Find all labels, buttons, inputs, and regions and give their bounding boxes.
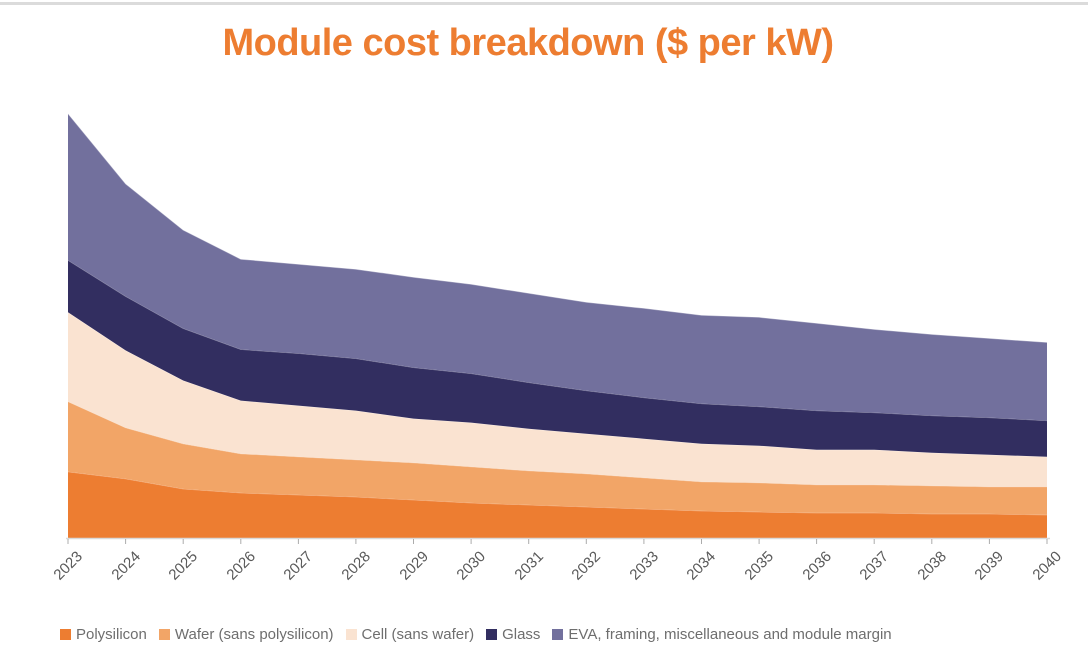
legend-swatch-cell-sans-wafer [345,628,357,640]
series-boundary-line [67,113,1048,343]
legend-item-eva-framing-miscellaneous-and-module-margin: EVA, framing, miscellaneous and module m… [552,625,892,643]
chart-title: Module cost breakdown ($ per kW) [222,22,834,64]
legend-swatch-eva-framing-miscellaneous-and-module-margin [552,628,564,640]
legend-item-polysilicon: Polysilicon [60,626,147,643]
window-top-border [0,2,1088,5]
area-series-cell-sans-wafer [68,312,1047,487]
chart-legend: Polysilicon Wafer (sans polysilicon) Cell … [60,623,1084,645]
legend-item-glass: Glass [486,626,540,643]
legend-label: Glass [502,625,541,643]
legend-label: Cell (sans wafer) [361,625,475,643]
legend-label: Wafer (sans polysilicon) [174,625,334,643]
legend-swatch-wafer-sans-polysilicon [158,628,170,640]
area-series-wafer-sans-polysilicon [68,401,1047,515]
legend-item-wafer-sans-polysilicon: Wafer (sans polysilicon) [158,625,334,643]
legend-swatch-glass [486,628,498,640]
area-series-glass [68,260,1047,457]
legend-item-cell-sans-wafer: Cell (sans wafer) [345,625,475,643]
legend-label: EVA, framing, miscellaneous and module m… [568,625,892,643]
legend-label: Polysilicon [76,625,147,643]
area-series-eva-framing-miscellaneous-and-module-margin [68,113,1047,421]
area-series-polysilicon [68,471,1047,538]
legend-swatch-polysilicon [60,628,71,640]
